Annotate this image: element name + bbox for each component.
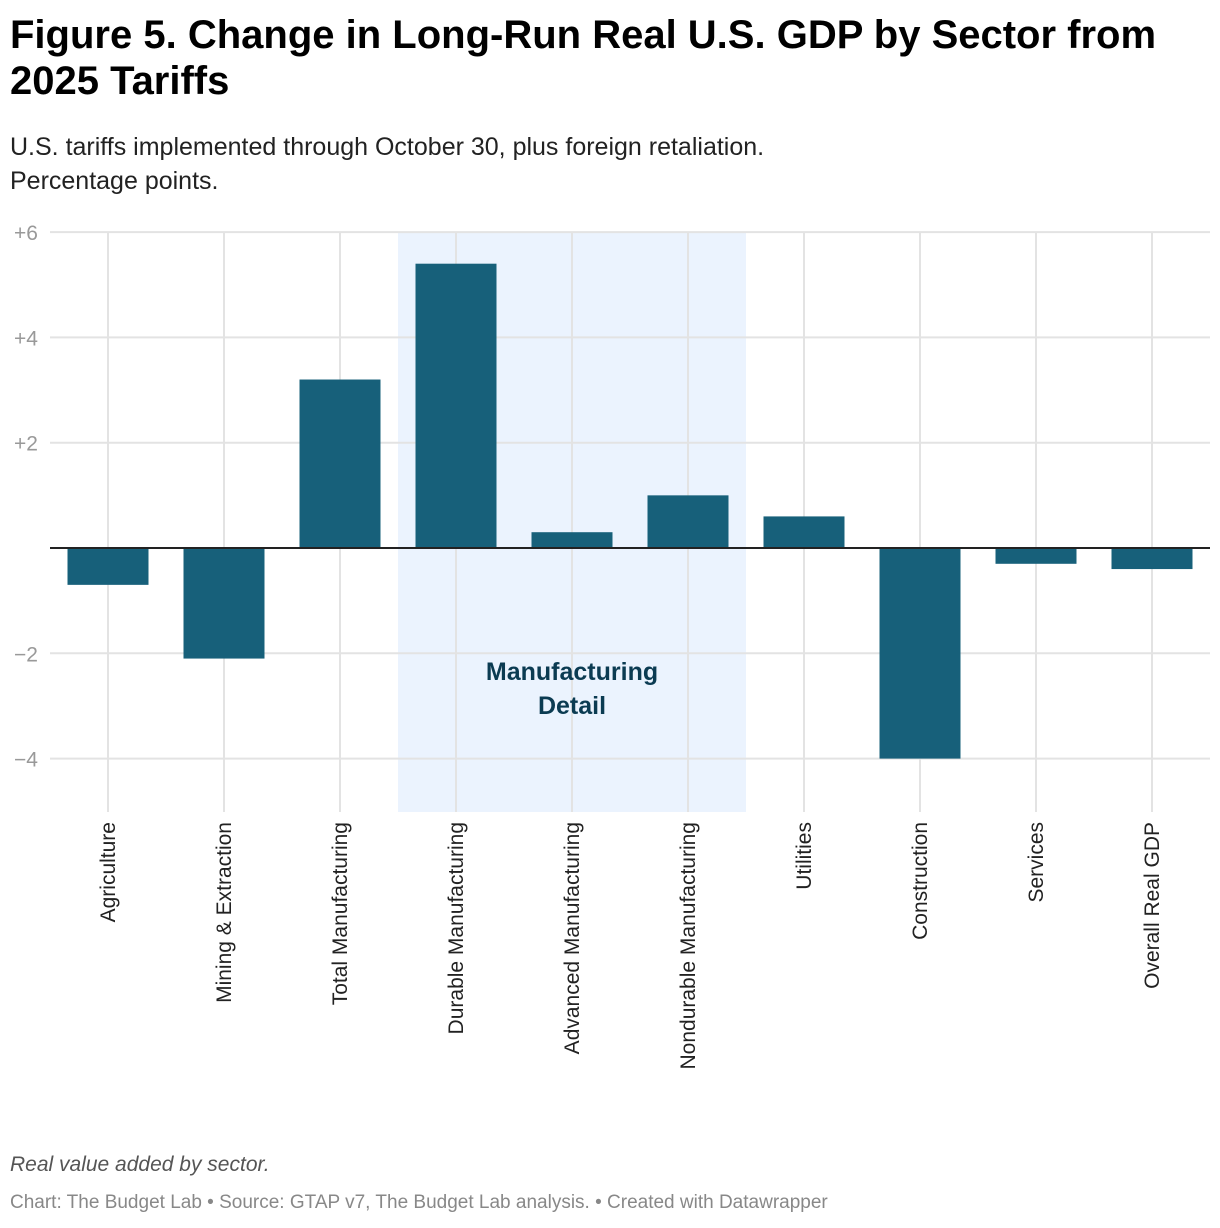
bar <box>763 516 845 548</box>
x-tick-label: Total Manufacturing <box>329 822 352 1005</box>
chart-title: Figure 5. Change in Long-Run Real U.S. G… <box>10 13 1157 103</box>
y-tick-label: +2 <box>14 433 38 456</box>
x-tick-label: Overall Real GDP <box>1141 822 1164 989</box>
bar <box>995 548 1077 564</box>
y-tick-label: −2 <box>14 643 38 666</box>
x-tick-label: Agriculture <box>97 822 120 922</box>
bar <box>879 548 961 759</box>
bar <box>531 532 613 548</box>
x-tick-label: Construction <box>909 822 932 940</box>
bar <box>183 548 265 659</box>
x-tick-label: Durable Manufacturing <box>445 822 468 1034</box>
bar <box>299 379 381 548</box>
x-tick-label: Services <box>1025 822 1048 903</box>
bar <box>415 263 497 548</box>
bar <box>1111 548 1193 570</box>
x-tick-label: Utilities <box>793 822 816 890</box>
y-tick-label: +6 <box>14 222 38 245</box>
chart-credit: Chart: The Budget Lab • Source: GTAP v7,… <box>10 1192 828 1213</box>
highlight-label: Manufacturing <box>486 658 658 686</box>
chart-subtitle: U.S. tariffs implemented through October… <box>10 130 764 198</box>
x-tick-label: Nondurable Manufacturing <box>677 822 700 1070</box>
x-tick-label: Mining & Extraction <box>213 822 236 1003</box>
chart-note: Real value added by sector. <box>10 1153 270 1176</box>
bar <box>647 495 729 548</box>
y-tick-label: −4 <box>14 749 38 772</box>
y-tick-label: +4 <box>14 327 38 350</box>
subtitle-line: Percentage points. <box>10 167 219 195</box>
x-tick-label: Advanced Manufacturing <box>561 822 584 1054</box>
highlight-label: Detail <box>538 692 606 720</box>
bar <box>67 548 149 585</box>
subtitle-line: U.S. tariffs implemented through October… <box>10 133 765 161</box>
